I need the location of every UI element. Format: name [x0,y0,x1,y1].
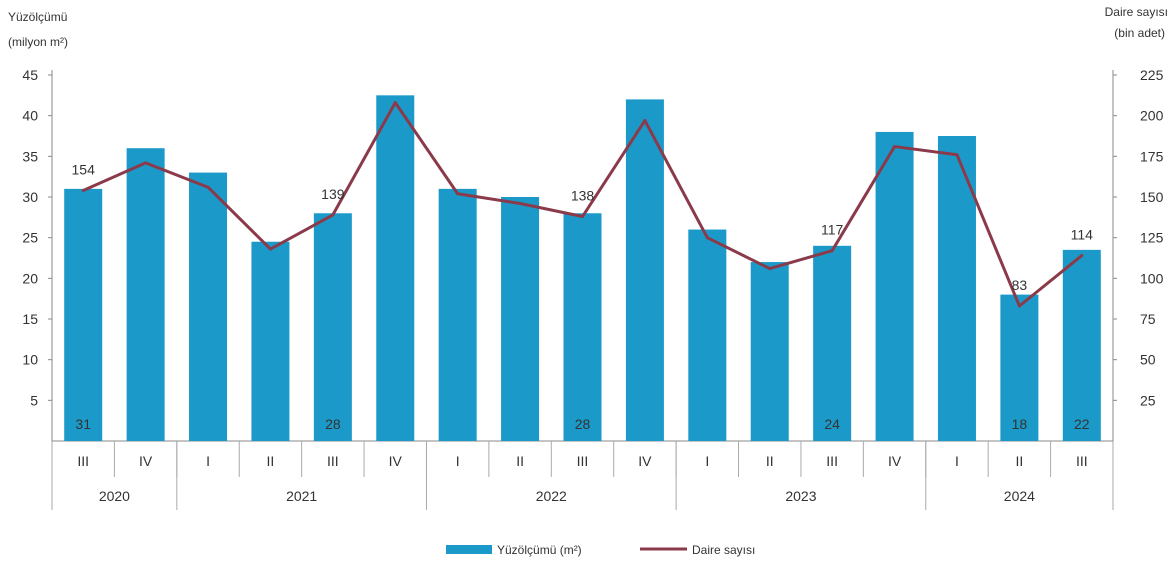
left-tick-label: 25 [22,230,38,246]
line-point [705,236,709,240]
line-value-label: 83 [1012,277,1028,293]
left-tick-label: 15 [22,311,38,327]
line-point [830,249,834,253]
quarter-label: I [456,453,460,469]
quarter-label: IV [888,453,902,469]
bar-value-label: 22 [1074,416,1090,432]
quarter-label: I [705,453,709,469]
bar [126,148,165,441]
line-point [1017,304,1021,308]
bar [1062,249,1101,441]
quarter-label: II [267,453,275,469]
line-point [331,213,335,217]
right-tick-label: 200 [1140,108,1164,124]
right-tick-label: 100 [1140,270,1164,286]
bar [438,188,477,441]
quarter-label: III [1076,453,1088,469]
left-tick-label: 45 [22,67,38,83]
line-point [1080,254,1084,258]
plot-area: 5 10 15 20 25 30 35 40 45 25 50 75 100 125 150 175 200 22… [22,67,1164,510]
year-label: 2024 [1004,488,1035,504]
right-axis-title: Daire sayısı (bin adet) [1105,5,1168,40]
line-point [268,247,272,251]
legend: Yüzölçümü (m²) Daire sayısı [446,543,755,557]
line-point [206,185,210,189]
quarter-label: III [826,453,838,469]
line-value-label: 114 [1071,227,1094,243]
line-value-label: 154 [72,161,96,177]
line-point [456,192,460,196]
bar [501,197,540,441]
line-value-label: 117 [821,222,844,238]
line-point [643,119,647,123]
quarter-label: III [327,453,339,469]
legend-bar-label: Yüzölçümü (m²) [497,543,582,557]
line-point [581,215,584,219]
right-tick-label: 225 [1140,67,1164,83]
line-point [893,145,897,149]
quarter-label: IV [638,453,652,469]
right-tick-label: 50 [1140,352,1156,368]
left-tick-label: 5 [30,392,38,408]
right-tick-label: 150 [1140,189,1164,205]
line-point [955,153,959,157]
bar-value-label: 24 [824,416,840,432]
year-label: 2020 [99,488,130,504]
left-tick-label: 40 [22,108,38,124]
right-tick-label: 175 [1140,148,1164,164]
line-point [768,267,772,271]
right-axis-title-line1: Daire sayısı [1105,5,1168,19]
quarter-label: II [516,453,524,469]
legend-bar-swatch [446,545,492,554]
left-axis-title-line2: (milyon m²) [8,35,68,49]
year-label: 2021 [286,488,317,504]
legend-line-label: Daire sayısı [692,543,755,557]
quarter-label: I [206,453,210,469]
left-tick-label: 30 [22,189,38,205]
bar [313,213,352,441]
line-point [81,188,85,192]
line-value-label: 138 [571,188,595,204]
bar-value-label: 28 [325,416,341,432]
right-tick-label: 25 [1140,392,1156,408]
quarter-label: III [577,453,589,469]
bar [1000,294,1039,441]
left-tick-label: 10 [22,352,38,368]
left-axis-title-line1: Yüzölçümü [8,10,67,24]
left-tick-label: 35 [22,148,38,164]
right-tick-label: 75 [1140,311,1156,327]
line-point [393,101,397,105]
bar [875,131,914,441]
bar [376,95,415,441]
right-axis-title-line2: (bin adet) [1114,26,1165,40]
bar [251,241,290,441]
right-tick-label: 125 [1140,230,1164,246]
bar [688,229,727,441]
quarter-label: IV [389,453,403,469]
bar-value-label: 28 [575,416,591,432]
bar [937,136,976,441]
line-point [144,161,148,165]
quarter-label: IV [139,453,153,469]
bar-value-label: 18 [1012,416,1028,432]
line-point [518,202,522,206]
quarter-label: III [77,453,89,469]
bar [563,213,602,441]
quarter-label: II [766,453,774,469]
quarter-label: II [1015,453,1023,469]
bar-value-label: 31 [75,416,91,432]
year-label: 2023 [785,488,816,504]
bar [64,188,103,441]
line-value-label: 139 [321,186,345,202]
bar [750,262,789,441]
bar [625,99,664,442]
quarter-label: I [955,453,959,469]
bar [189,172,228,441]
year-label: 2022 [536,488,567,504]
left-axis-title: Yüzölçümü (milyon m²) [8,10,68,49]
bar [813,245,852,441]
left-tick-label: 20 [22,270,38,286]
